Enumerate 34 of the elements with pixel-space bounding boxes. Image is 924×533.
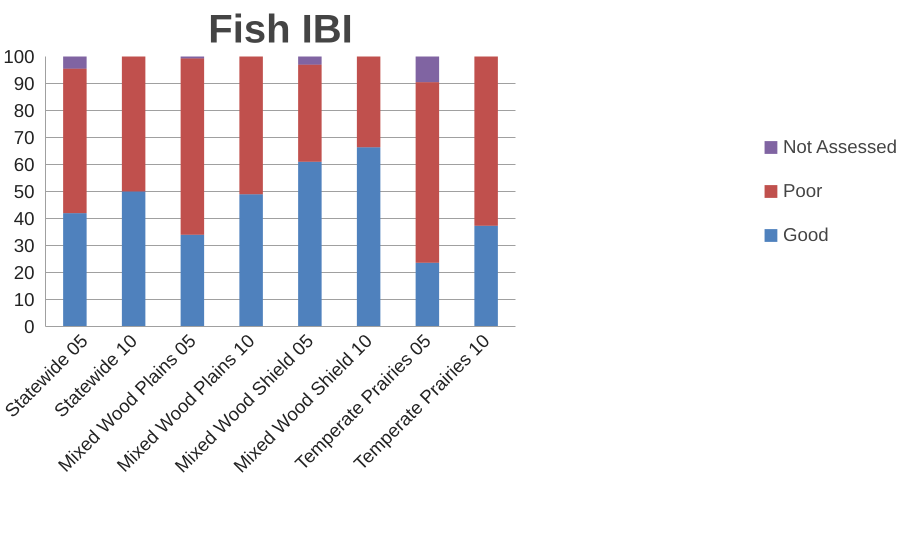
bar <box>180 234 204 326</box>
y-tick-label: 0 <box>24 316 35 337</box>
bar <box>122 192 146 326</box>
y-tick-label: 60 <box>14 154 35 175</box>
bar <box>356 147 380 326</box>
y-tick-label: 80 <box>14 100 35 121</box>
bar <box>416 56 440 82</box>
y-tick-label: 70 <box>14 127 35 148</box>
chart-title: Fish IBI <box>208 8 353 52</box>
bar <box>298 162 322 326</box>
bar <box>63 68 87 214</box>
bar <box>239 56 263 194</box>
bar <box>298 64 322 162</box>
bar <box>416 82 440 263</box>
bar <box>474 226 498 326</box>
legend-label: Not Assessed <box>782 136 898 158</box>
y-tick-label: 90 <box>14 73 35 94</box>
legend-label: Good <box>782 224 829 246</box>
bar <box>63 56 87 69</box>
bar <box>474 56 498 226</box>
y-tick-label: 10 <box>14 289 35 310</box>
bar <box>239 194 263 326</box>
bar <box>298 56 322 65</box>
bar <box>180 58 204 235</box>
y-tick-label: 50 <box>14 181 35 202</box>
y-tick-label: 20 <box>14 262 35 283</box>
bar <box>63 213 87 326</box>
bar <box>122 56 146 192</box>
bar <box>356 56 380 148</box>
y-tick-label: 100 <box>3 46 35 67</box>
y-tick-label: 40 <box>14 208 35 229</box>
bar <box>416 262 440 326</box>
y-tick-label: 30 <box>14 235 35 256</box>
legend-label: Poor <box>782 180 822 202</box>
